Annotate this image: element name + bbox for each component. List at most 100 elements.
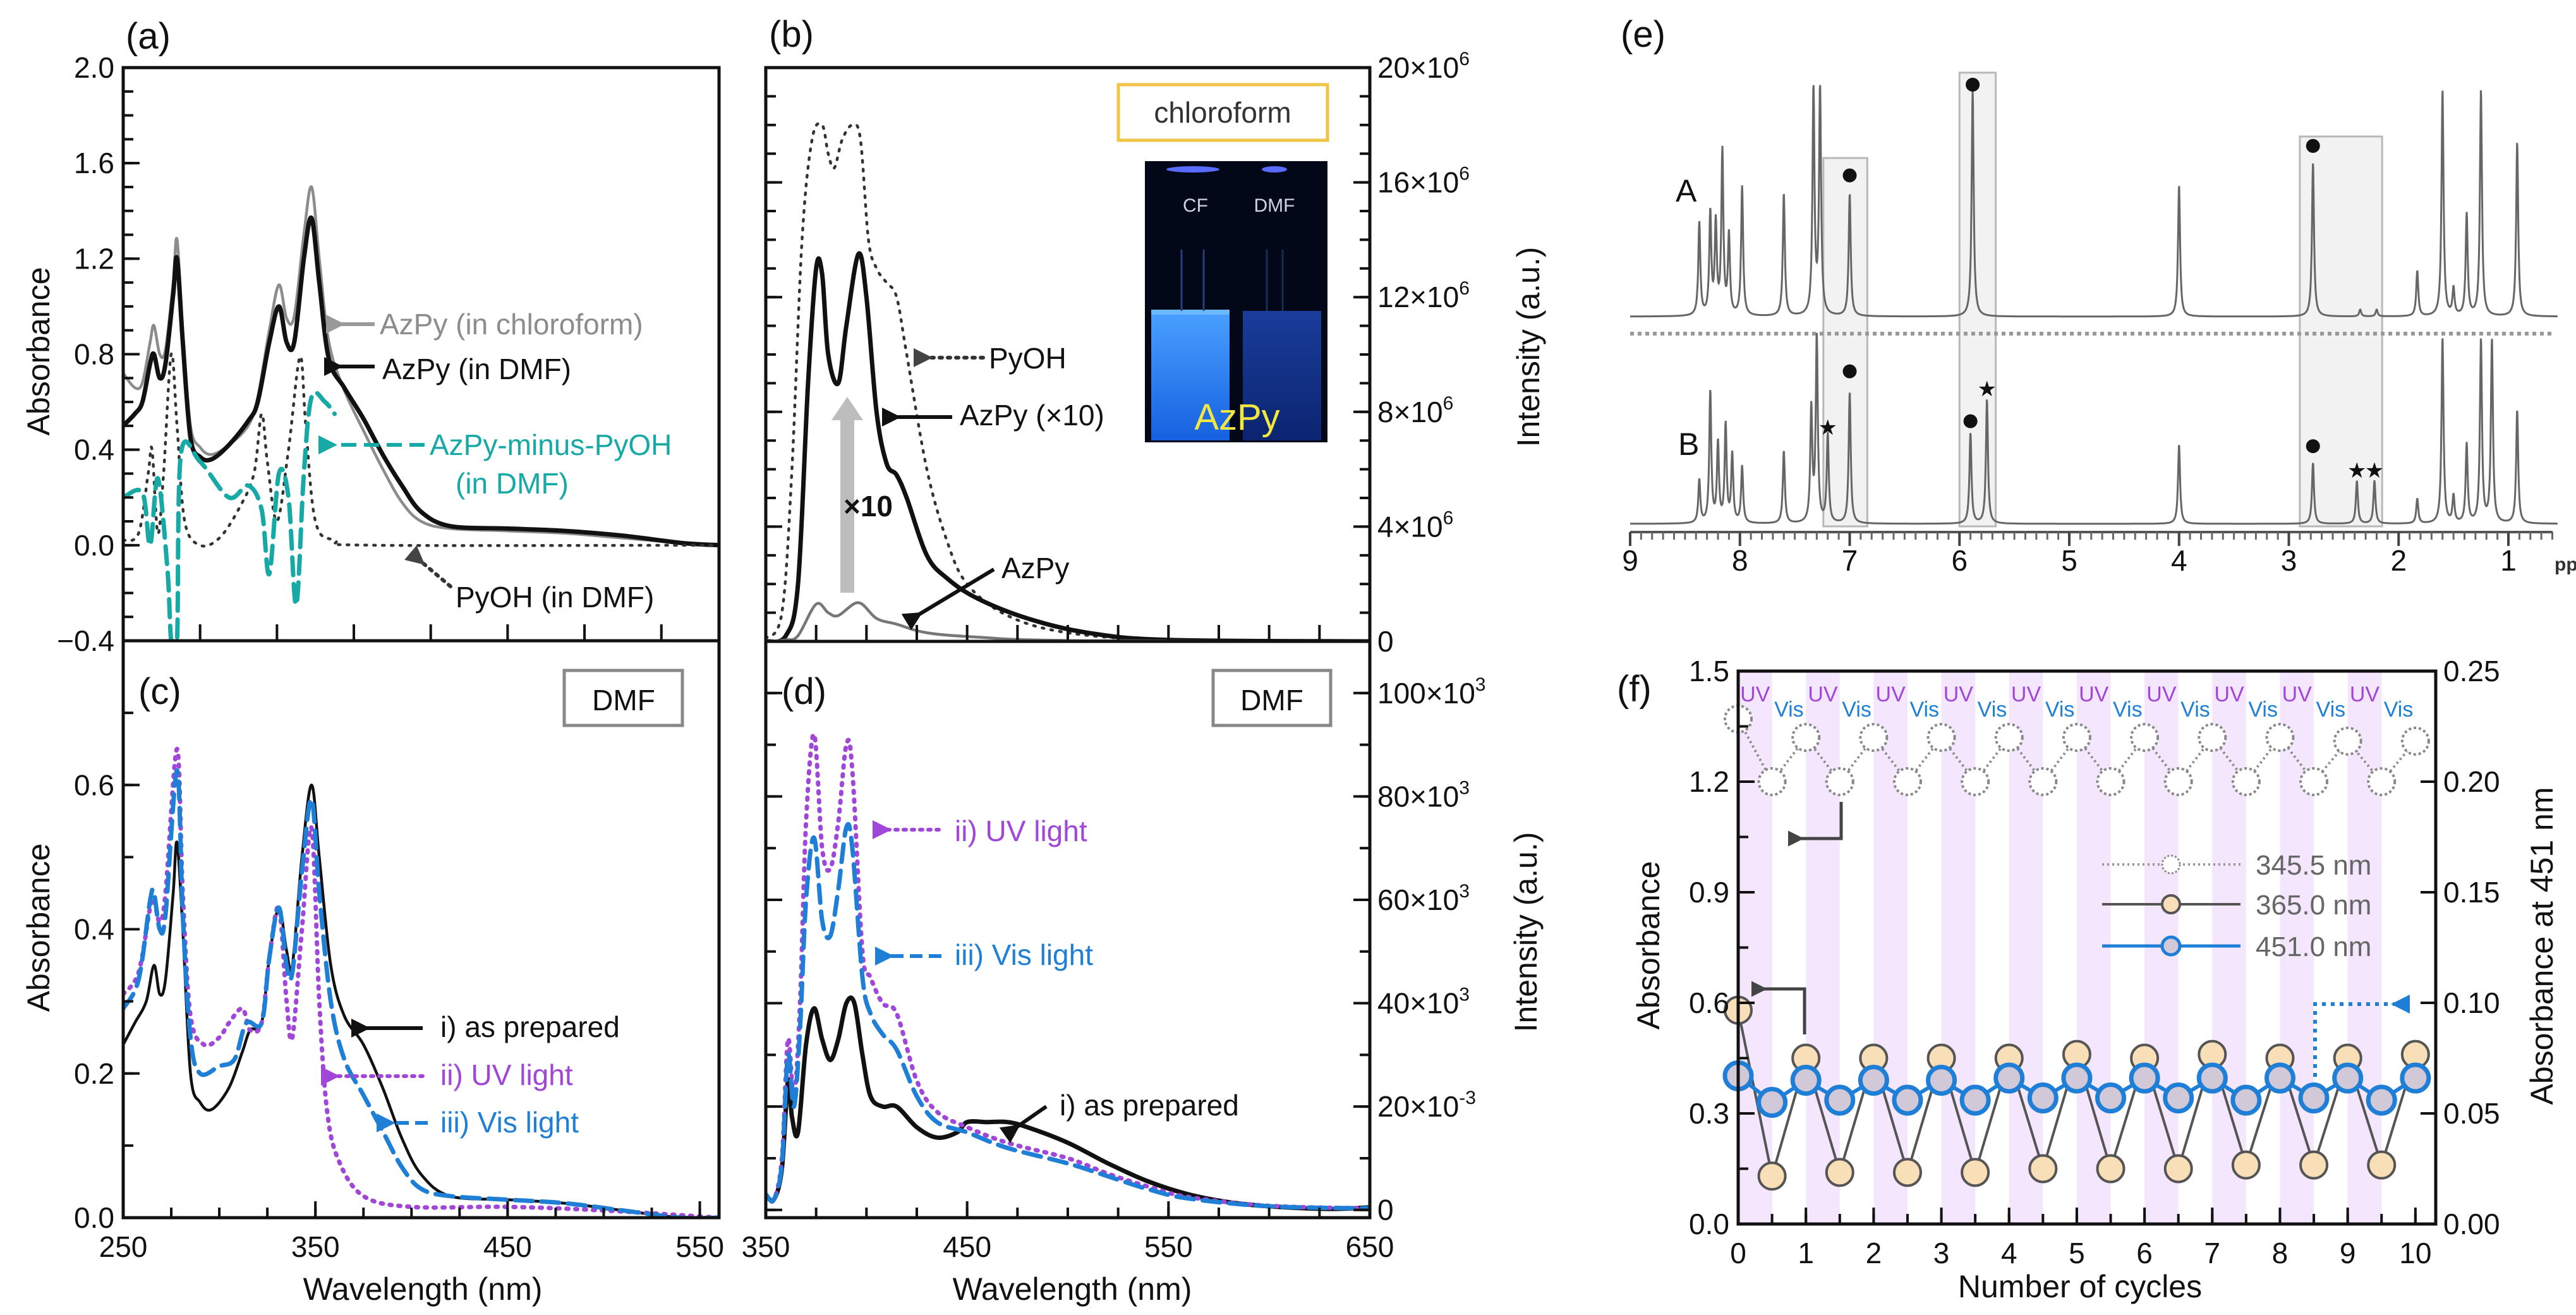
x-tick-label: 0	[1730, 1237, 1746, 1270]
y-tick-label: 0.4	[74, 913, 114, 946]
series-ii-uv-light	[766, 732, 1370, 1211]
nmr-tick-label: 6	[1951, 544, 1968, 577]
left-axis-arrow-icon	[1751, 981, 1806, 1034]
phase-label-vis: Vis	[1978, 698, 2007, 722]
y-tick-label: 0.0	[74, 1201, 114, 1234]
tick-label-exponent: 6	[1443, 507, 1454, 528]
data-point	[2299, 1150, 2329, 1180]
y2-tick-label: 0.15	[2443, 876, 2500, 909]
data-point	[1993, 1062, 2025, 1094]
data-point	[2367, 1150, 2397, 1180]
y-tick-label: −0.4	[57, 624, 114, 657]
plot-area-d	[766, 732, 1370, 1211]
uv-stripe	[1941, 671, 1976, 1224]
photo-label-cf: CF	[1183, 195, 1208, 216]
y-tick-label: 16×106	[1377, 164, 1470, 199]
uv-stripe	[1873, 671, 1908, 1224]
data-point	[2095, 1082, 2127, 1113]
y-tick-label: 0.0	[74, 529, 114, 562]
data-point	[2196, 1062, 2228, 1094]
annotations-d: DMF ii) UV light iii) Vis light i) as pr…	[873, 669, 1333, 1144]
label-azpy: AzPy	[1001, 552, 1069, 585]
tick-label-exponent: 6	[1459, 49, 1470, 70]
axis-title-c-x: Wavelength (nm)	[303, 1271, 543, 1307]
legend-label-365: 365.0 nm	[2256, 890, 2371, 921]
y-tick-label: 20×106	[1377, 49, 1470, 84]
y-tick-label: 0.6	[1689, 986, 1729, 1019]
data-point	[1757, 767, 1787, 796]
label-azpy-chloroform: AzPy (in chloroform)	[380, 308, 643, 341]
label-pyoh: PyOH	[989, 342, 1067, 375]
x-tick-label: 350	[742, 1230, 790, 1263]
highlight-region	[1822, 157, 1868, 528]
phase-label-uv: UV	[1876, 682, 1906, 706]
data-point	[2130, 723, 2160, 752]
nmr-tick-label: 3	[2281, 544, 2297, 577]
data-point	[1791, 723, 1821, 752]
y-tick-label: 0	[1377, 625, 1394, 658]
label-as-prepared: i) as prepared	[1060, 1089, 1239, 1122]
x-tick-label: 4	[2001, 1237, 2017, 1270]
phase-label-uv: UV	[2350, 682, 2380, 706]
y-tick-label: 4×106	[1377, 507, 1453, 543]
data-point	[2400, 1062, 2431, 1094]
y-tick-label: 0.8	[74, 338, 114, 371]
y-tick-label: 0.6	[74, 768, 114, 801]
legend-marker-451	[2160, 935, 2182, 957]
data-point	[2163, 767, 2193, 796]
x-tick-label: 10	[2399, 1237, 2431, 1270]
y-tick-label: 0.4	[74, 433, 114, 466]
arrow-icon	[901, 567, 995, 631]
y-tick-label: 60×103	[1377, 881, 1470, 916]
phase-label-uv: UV	[2214, 682, 2244, 706]
nmr-tick-label: 1	[2500, 544, 2517, 577]
label-azpy-minus-pyoh: AzPy-minus-PyOH	[430, 428, 672, 461]
label-azpy-minus-pyoh-solvent: (in DMF)	[456, 467, 569, 500]
x-tick-label: 650	[1346, 1230, 1394, 1263]
panel-label-c: (c)	[138, 671, 181, 712]
solvent-box-dmf	[562, 669, 684, 727]
data-point	[2028, 767, 2058, 796]
label-azpy-x10: AzPy (×10)	[960, 399, 1104, 432]
data-point	[1926, 1065, 1957, 1096]
x-tick-label: 550	[1144, 1230, 1193, 1263]
y-tick-label: 12×106	[1377, 278, 1470, 313]
tick-label-exponent: 3	[1459, 777, 1470, 798]
data-point	[1858, 1065, 1889, 1096]
tick-label-exponent: -3	[1459, 1088, 1476, 1108]
data-point	[2264, 1062, 2295, 1094]
phase-label-vis: Vis	[2045, 698, 2075, 722]
label-chloroform: chloroform	[1154, 96, 1291, 129]
series-azpy-in-dmf-	[123, 215, 719, 548]
nmr-trace-a	[1630, 85, 2558, 318]
y2-tick-label: 0.05	[2443, 1097, 2500, 1130]
phase-label-uv: UV	[2079, 682, 2109, 706]
data-point	[2367, 767, 2397, 796]
nmr-trace-b	[1630, 332, 2558, 525]
data-point	[2062, 723, 2091, 752]
data-point	[2027, 1082, 2059, 1113]
legend-marker-345	[2161, 854, 2181, 875]
phase-label-uv: UV	[1740, 682, 1770, 706]
label-azpy-dmf: AzPy (in DMF)	[382, 353, 571, 385]
data-point	[1959, 1084, 1991, 1116]
axis-unit-e-ppm: ppm	[2555, 554, 2576, 575]
data-point	[2366, 1084, 2397, 1116]
peak-marker-star-icon: ★	[1818, 416, 1837, 440]
series-iii-vis-light	[123, 768, 719, 1218]
tick-label-exponent: 6	[1459, 278, 1470, 299]
label-times-10: ×10	[844, 490, 893, 523]
inset-photo-vials: CF DMF AzPy	[1145, 161, 1327, 442]
data-point	[2333, 726, 2362, 756]
phase-label-vis: Vis	[2384, 698, 2414, 722]
data-point	[2096, 767, 2126, 796]
annotations-a: AzPy (in chloroform) AzPy (in DMF) AzPy-…	[318, 308, 672, 614]
x-tick-label: 6	[2136, 1237, 2153, 1270]
data-point	[1994, 723, 2024, 752]
legend-label-451: 451.0 nm	[2256, 931, 2371, 962]
y2-tick-label: 0.20	[2443, 765, 2500, 798]
axis-title-c-y: Absorbance	[21, 844, 56, 1012]
phase-label-vis: Vis	[2180, 698, 2210, 722]
y2-tick-label: 0.10	[2443, 986, 2500, 1019]
